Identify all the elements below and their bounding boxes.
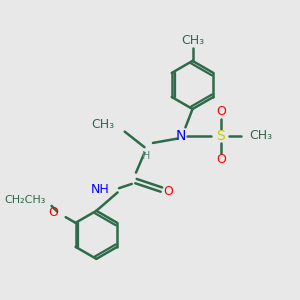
Text: H: H <box>142 151 150 161</box>
Text: O: O <box>164 184 173 197</box>
Text: CH₃: CH₃ <box>92 118 115 131</box>
Text: S: S <box>216 129 225 143</box>
Text: N: N <box>176 129 186 143</box>
Text: CH₂CH₃: CH₂CH₃ <box>4 195 46 205</box>
Text: O: O <box>216 105 226 118</box>
Text: O: O <box>49 206 58 219</box>
Text: NH: NH <box>90 183 109 196</box>
Text: CH₃: CH₃ <box>249 129 272 142</box>
Text: CH₃: CH₃ <box>181 34 204 47</box>
Text: O: O <box>216 153 226 167</box>
